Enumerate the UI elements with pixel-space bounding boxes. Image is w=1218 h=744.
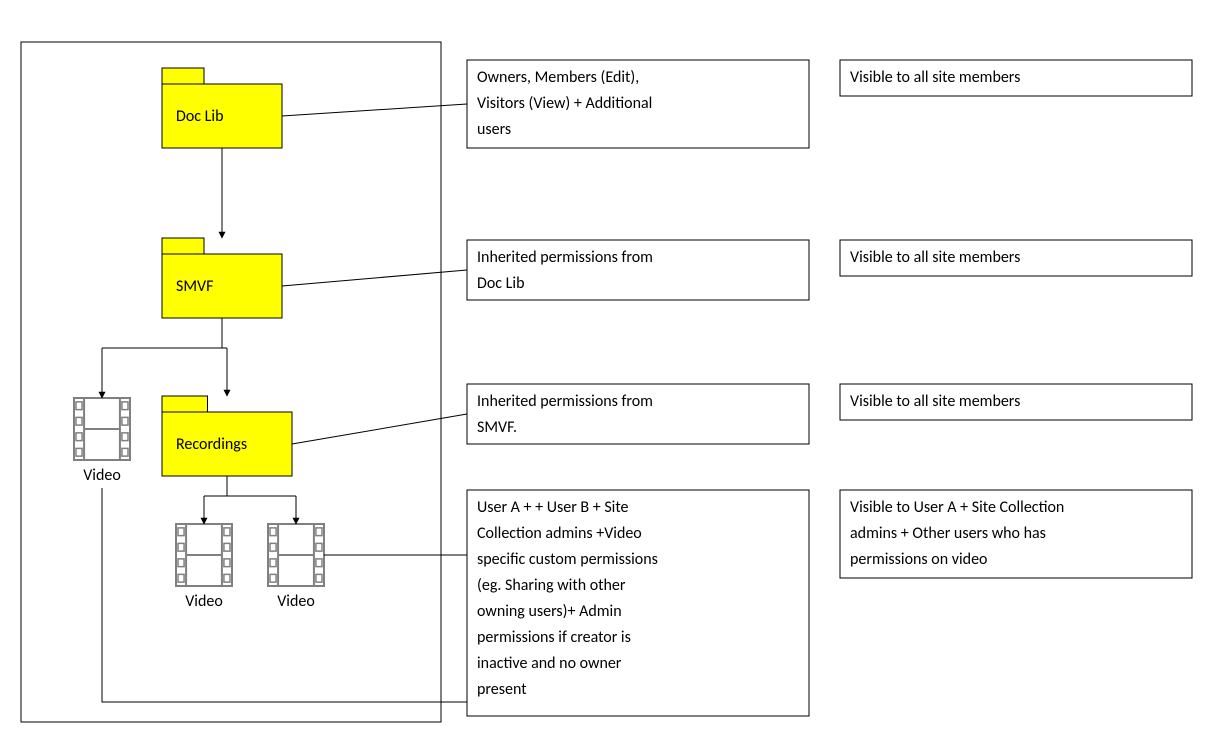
box-text-line: permissions if creator is bbox=[477, 628, 631, 647]
box-text-line: Inherited permissions from bbox=[477, 248, 653, 267]
visibility-box-video: Visible to User A + Site Collection admin… bbox=[840, 490, 1192, 578]
box-text-line: Visible to all site members bbox=[850, 248, 1020, 267]
permissions-box-smvf: Inherited permissions from Doc Lib bbox=[467, 240, 809, 300]
box-text-line: (eg. Sharing with other bbox=[477, 576, 626, 595]
box-text-line: Inherited permissions from bbox=[477, 392, 653, 411]
box-text-line: permissions on video bbox=[850, 550, 987, 569]
box-text-line: Owners, Members (Edit), bbox=[477, 68, 639, 87]
box-text-line: users bbox=[477, 120, 511, 139]
box-text-line: specific custom permissions bbox=[477, 550, 658, 569]
box-text-line: Visible to User A + Site Collection bbox=[850, 498, 1064, 517]
visibility-box-recordings: Visible to all site members bbox=[840, 384, 1192, 420]
folder-label: Recordings bbox=[176, 435, 247, 454]
box-text-line: owning users)+ Admin bbox=[477, 602, 622, 621]
video-caption: Video bbox=[185, 592, 223, 611]
box-text-line: Collection admins +Video bbox=[477, 524, 642, 543]
box-text-line: inactive and no owner bbox=[477, 654, 622, 673]
permissions-box-video: User A + + User B + Site Collection admin… bbox=[467, 490, 809, 716]
video-caption: Video bbox=[83, 466, 121, 485]
folder-smvf: SMVF bbox=[162, 238, 282, 318]
folder-doclib: Doc Lib bbox=[162, 68, 282, 148]
folder-recordings: Recordings bbox=[162, 396, 292, 476]
box-text-line: Visible to all site members bbox=[850, 392, 1020, 411]
video-icon: Video bbox=[176, 524, 232, 611]
box-text-line: SMVF. bbox=[477, 418, 517, 437]
permissions-box-recordings: Inherited permissions from SMVF. bbox=[467, 384, 809, 444]
connectors bbox=[102, 104, 467, 702]
video-caption: Video bbox=[277, 592, 315, 611]
video-icon: Video bbox=[74, 398, 130, 485]
box-text-line: admins + Other users who has bbox=[850, 524, 1046, 543]
folder-label: Doc Lib bbox=[176, 107, 223, 126]
box-text-line: present bbox=[477, 680, 527, 699]
box-text-line: User A + + User B + Site bbox=[477, 498, 629, 517]
box-text-line: Doc Lib bbox=[477, 274, 524, 293]
box-text-line: Visitors (View) + Additional bbox=[477, 94, 652, 113]
box-text-line: Visible to all site members bbox=[850, 68, 1020, 87]
folder-label: SMVF bbox=[176, 277, 213, 296]
visibility-box-doclib: Visible to all site members bbox=[840, 60, 1192, 96]
permissions-box-doclib: Owners, Members (Edit), Visitors (View) +… bbox=[467, 60, 809, 148]
visibility-box-smvf: Visible to all site members bbox=[840, 240, 1192, 276]
video-icon: Video bbox=[268, 524, 324, 611]
